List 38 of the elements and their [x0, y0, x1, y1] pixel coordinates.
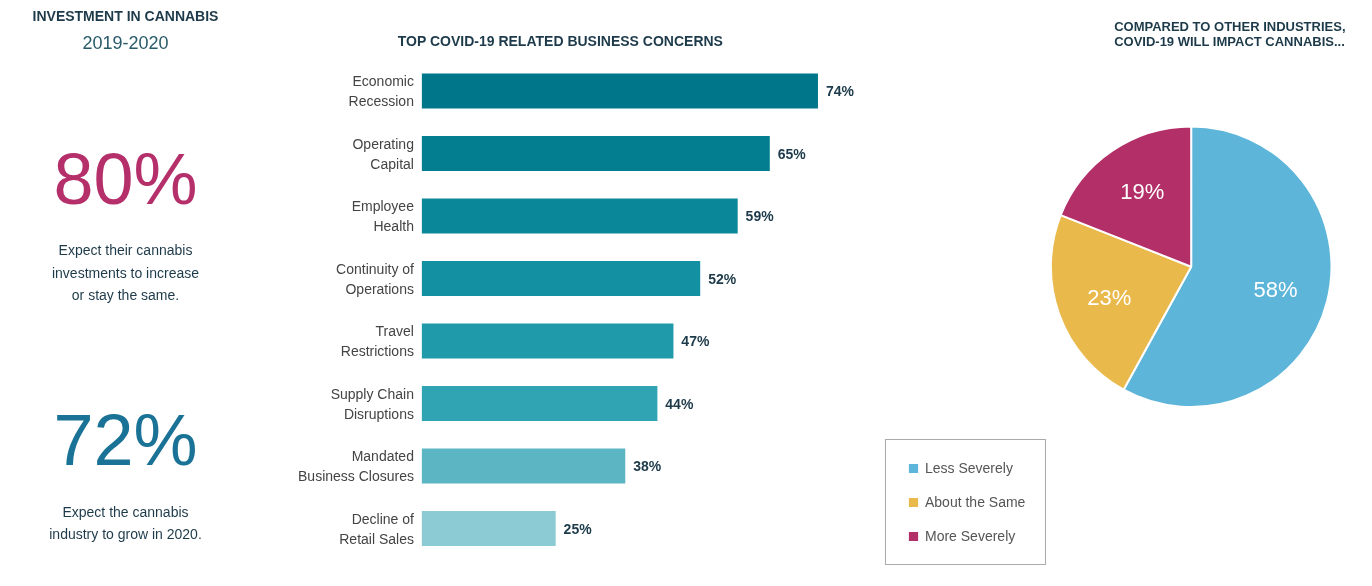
chart-title: TOP COVID-19 RELATED BUSINESS CONCERNS	[397, 32, 723, 49]
data-label: 23%	[1087, 285, 1132, 311]
text: 80%	[53, 138, 198, 219]
y-tick-label: Mandated Business Closures	[298, 448, 414, 485]
legend-label: About the Same	[925, 494, 1026, 510]
bar	[421, 323, 674, 359]
y-tick-label: Decline of Retail Sales	[339, 510, 415, 547]
data-label: 52%	[708, 270, 737, 287]
data-label: 44%	[665, 395, 694, 412]
text: Expect the cannabis industry to grow in 2020.	[49, 504, 202, 543]
data-label: 19%	[1120, 178, 1165, 204]
bar	[421, 198, 738, 234]
y-tick-label: Supply Chain Disruptions	[330, 385, 414, 422]
bar	[421, 386, 658, 422]
y-tick-label: Operating Capital	[352, 135, 414, 172]
y-tick-label: Economic Recession	[348, 73, 414, 110]
data-label: 74%	[825, 83, 855, 100]
bar	[421, 261, 701, 297]
bar	[421, 448, 626, 484]
data-label: 47%	[681, 333, 710, 350]
bar	[421, 73, 818, 109]
y-tick-label: Continuity of Operations	[336, 260, 415, 297]
text: 2019-2020	[82, 32, 169, 53]
text: INVESTMENT IN CANNABIS	[32, 7, 219, 24]
bar	[421, 511, 556, 547]
y-tick-label: Employee Health	[351, 198, 415, 235]
data-label: 58%	[1253, 276, 1298, 302]
data-label: 25%	[563, 520, 593, 537]
bar	[421, 136, 770, 172]
data-label: 65%	[777, 145, 807, 162]
text: 72%	[53, 399, 198, 480]
text: Expect their cannabis investments to increase or stay the same.	[51, 242, 200, 304]
data-label: 59%	[745, 208, 775, 225]
legend-label: More Severely	[925, 528, 1016, 544]
chart-title: COMPARED TO OTHER INDUSTRIES, COVID-19 WILL IMPACT CANNABIS...	[1114, 18, 1346, 49]
legend-label: Less Severely	[925, 460, 1013, 476]
y-tick-label: Travel Restrictions	[340, 323, 414, 360]
data-label: 38%	[633, 458, 662, 475]
